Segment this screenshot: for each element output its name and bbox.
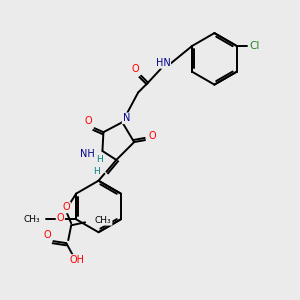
Text: N: N (122, 113, 130, 123)
Text: CH₃: CH₃ (95, 216, 112, 225)
Text: O: O (62, 202, 70, 212)
Text: O: O (56, 213, 64, 224)
Text: O: O (148, 131, 156, 141)
Text: O: O (131, 64, 139, 74)
Text: CH₃: CH₃ (24, 215, 40, 224)
Text: H: H (93, 167, 100, 176)
Text: OH: OH (70, 255, 85, 265)
Text: O: O (44, 230, 51, 240)
Text: Cl: Cl (249, 41, 260, 51)
Text: HN: HN (155, 58, 170, 68)
Text: NH: NH (80, 149, 94, 159)
Text: H: H (96, 155, 103, 164)
Text: O: O (85, 116, 92, 126)
